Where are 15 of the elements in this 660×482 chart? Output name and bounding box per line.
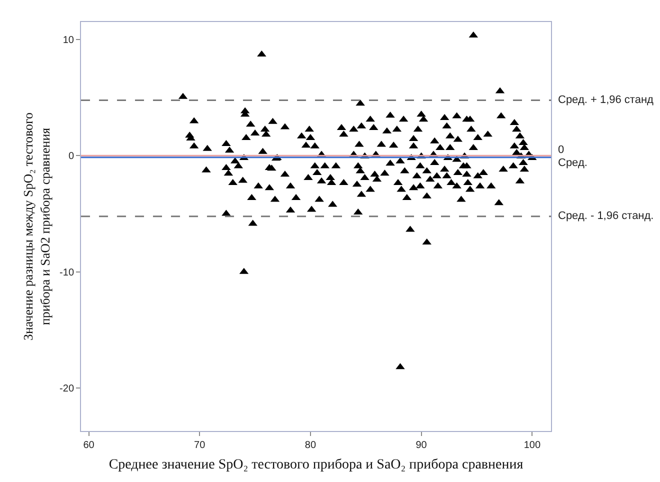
x-tick-label: 80: [304, 440, 316, 451]
x-tick-label: 60: [83, 440, 95, 451]
x-tick-label: 90: [416, 440, 428, 451]
ref-line-label: Сред. - 1,96 станд.: [558, 210, 654, 222]
x-tick-label: 100: [524, 440, 541, 451]
x-tick-label: 70: [194, 440, 206, 451]
y-tick-label: -10: [60, 267, 74, 278]
y-tick-label: 0: [68, 151, 74, 162]
ref-line-label: Сред.: [558, 157, 588, 169]
ref-line-label: Сред. + 1,96 станд: [558, 94, 654, 106]
y-tick-label: 10: [62, 34, 74, 46]
x-axis-title: Среднее значение SpO₂ тестового прибора и SaO₂ прибора сравнения: [108, 457, 524, 472]
ref-line-label: 0: [558, 144, 564, 156]
y-tick-label: -20: [60, 384, 74, 395]
y-axis-title: Значение разницы между SpO₂ тестового прибора и SaO2 прибора сравнения: [20, 112, 52, 341]
